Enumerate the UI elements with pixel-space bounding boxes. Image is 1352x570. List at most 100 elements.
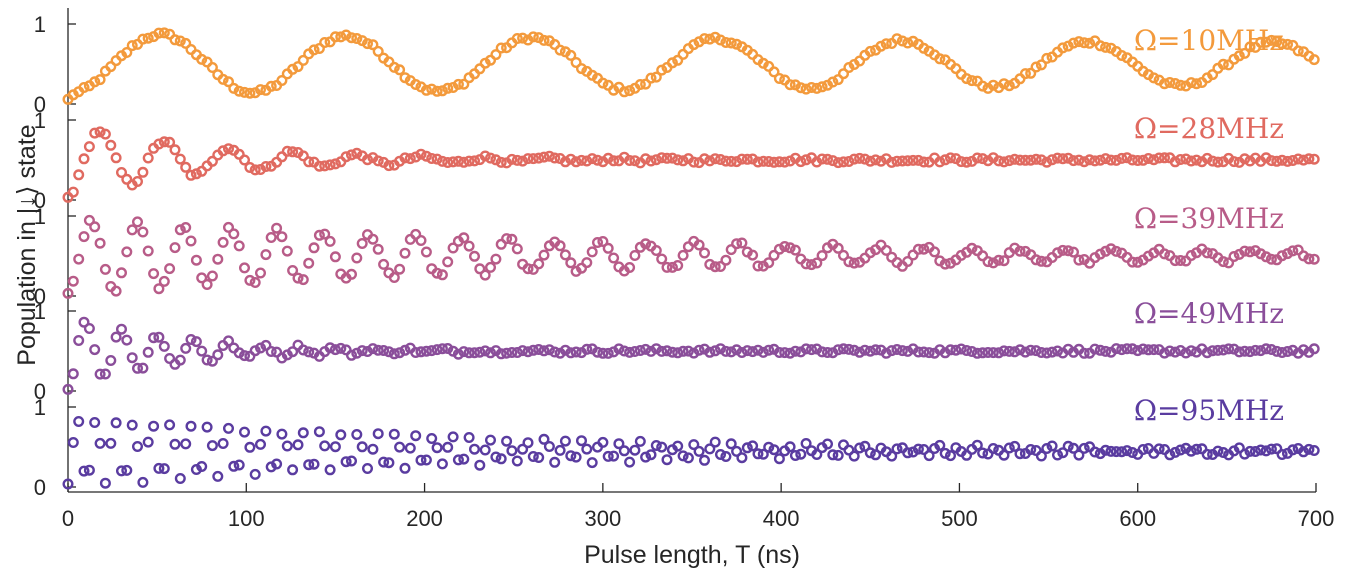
data-point — [795, 82, 807, 94]
data-point — [126, 352, 138, 364]
data-point — [164, 28, 176, 40]
data-point — [1217, 447, 1229, 459]
data-point — [196, 345, 208, 357]
data-point — [67, 437, 79, 449]
data-point — [1057, 42, 1069, 54]
data-point — [233, 240, 245, 252]
data-point — [1281, 248, 1293, 260]
data-point — [78, 231, 90, 243]
data-point — [404, 442, 416, 454]
data-point — [1158, 347, 1170, 359]
data-point — [576, 154, 588, 166]
data-point — [1014, 154, 1026, 166]
data-point — [645, 449, 657, 461]
data-point — [720, 254, 732, 266]
data-point — [1019, 346, 1031, 358]
x-tick-label: 700 — [1298, 506, 1335, 531]
data-point — [469, 347, 481, 359]
data-point — [1089, 446, 1101, 458]
data-point — [1110, 343, 1122, 355]
data-point — [1233, 442, 1245, 454]
data-point — [522, 153, 534, 165]
data-point — [447, 156, 459, 168]
data-point — [351, 429, 363, 441]
data-point — [399, 462, 411, 474]
data-point — [174, 473, 186, 485]
data-point — [961, 345, 973, 357]
data-point — [1137, 444, 1149, 456]
data-point — [474, 459, 486, 471]
data-point — [1297, 446, 1309, 458]
data-point — [511, 33, 523, 45]
data-point — [1041, 347, 1053, 359]
data-point — [431, 85, 443, 97]
data-point — [902, 447, 914, 459]
data-point — [661, 454, 673, 466]
data-point — [581, 155, 593, 167]
data-point — [287, 464, 299, 476]
data-point — [624, 262, 636, 274]
data-point — [110, 285, 122, 297]
data-point — [715, 343, 727, 355]
data-point — [1116, 50, 1128, 62]
data-point — [779, 347, 791, 359]
data-point — [153, 462, 165, 474]
data-point — [570, 346, 582, 358]
data-point — [1174, 444, 1186, 456]
data-point — [1158, 152, 1170, 164]
data-point — [1212, 156, 1224, 168]
data-point — [538, 34, 550, 46]
data-point — [99, 368, 111, 380]
data-point — [543, 441, 555, 453]
data-point — [870, 154, 882, 166]
data-point — [650, 71, 662, 83]
data-point — [1244, 155, 1256, 167]
data-point — [592, 236, 604, 248]
data-point — [164, 419, 176, 431]
data-point — [618, 86, 630, 98]
data-point — [629, 444, 641, 456]
data-point — [624, 154, 636, 166]
data-point — [533, 452, 545, 464]
data-point — [180, 161, 192, 173]
data-point — [870, 449, 882, 461]
data-point — [83, 323, 95, 335]
data-point — [1169, 346, 1181, 358]
data-point — [559, 156, 571, 168]
data-point — [420, 246, 432, 258]
data-point — [404, 153, 416, 165]
data-point — [827, 155, 839, 167]
data-point — [1308, 153, 1320, 165]
data-point — [474, 263, 486, 275]
data-point — [939, 154, 951, 166]
x-tick-label: 400 — [763, 506, 800, 531]
data-point — [506, 347, 518, 359]
data-point — [656, 152, 668, 164]
data-point — [190, 336, 202, 348]
data-point — [1035, 154, 1047, 166]
data-point — [699, 454, 711, 466]
data-point — [1169, 77, 1181, 89]
data-point — [1249, 446, 1261, 458]
data-point — [303, 257, 315, 269]
data-point — [880, 347, 892, 359]
data-point — [570, 451, 582, 463]
data-point — [731, 344, 743, 356]
data-point — [276, 74, 288, 86]
data-point — [206, 440, 218, 452]
data-point — [795, 448, 807, 460]
data-point — [287, 146, 299, 158]
data-point — [1207, 69, 1219, 81]
data-point — [725, 37, 737, 49]
data-point — [875, 40, 887, 52]
data-point — [137, 476, 149, 488]
data-point — [1142, 344, 1154, 356]
data-point — [474, 63, 486, 75]
data-point — [196, 461, 208, 473]
data-point — [244, 161, 256, 173]
data-point — [538, 345, 550, 357]
data-point — [271, 346, 283, 358]
x-tick-label: 300 — [584, 506, 621, 531]
data-point — [73, 335, 85, 347]
data-point — [784, 79, 796, 91]
